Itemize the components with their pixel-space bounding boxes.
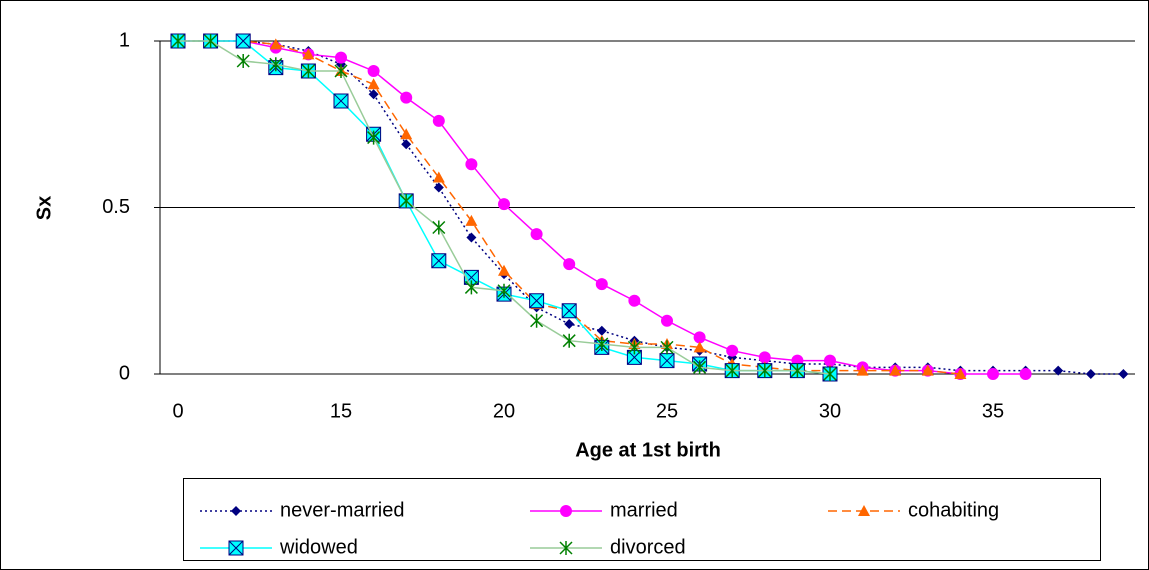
marker — [921, 364, 934, 376]
legend-marker — [231, 506, 241, 516]
marker — [660, 340, 674, 355]
marker — [204, 34, 218, 48]
x-tick-label: 35 — [982, 400, 1004, 422]
marker — [530, 313, 544, 328]
marker — [236, 53, 250, 68]
marker — [335, 51, 347, 64]
marker — [401, 139, 412, 150]
legend-marker — [228, 540, 244, 556]
marker — [693, 331, 706, 344]
marker — [171, 34, 185, 48]
marker — [432, 220, 446, 235]
marker — [561, 303, 577, 319]
marker — [367, 130, 381, 145]
marker — [1118, 369, 1129, 379]
marker — [595, 337, 609, 352]
marker — [564, 319, 575, 330]
marker — [235, 33, 251, 49]
legend-marker — [559, 541, 573, 555]
marker — [1085, 369, 1096, 379]
marker — [856, 364, 869, 376]
marker — [465, 214, 478, 226]
marker — [661, 314, 673, 327]
marker — [530, 228, 543, 241]
y-tick-label: 0.5 — [102, 196, 130, 218]
marker — [758, 363, 772, 378]
marker — [628, 294, 641, 307]
marker — [301, 63, 315, 78]
marker — [823, 367, 837, 381]
x-tick-label: 15 — [330, 400, 352, 422]
y-tick-label: 0 — [119, 362, 130, 384]
marker — [432, 171, 445, 183]
legend-label: divorced — [610, 536, 686, 558]
marker — [758, 351, 771, 364]
marker — [269, 38, 282, 50]
marker — [433, 182, 444, 193]
marker — [400, 91, 413, 104]
marker — [693, 360, 707, 375]
marker — [529, 293, 545, 309]
legend-box — [183, 478, 1101, 561]
marker — [431, 253, 447, 269]
x-tick-label: 25 — [656, 400, 678, 422]
marker — [334, 63, 348, 78]
legend-label: married — [610, 499, 678, 521]
y-axis-title: Sx — [33, 196, 55, 220]
marker — [497, 283, 511, 298]
marker — [400, 128, 413, 140]
legend-label: widowed — [279, 536, 358, 558]
marker — [790, 363, 804, 378]
marker — [333, 93, 349, 109]
marker — [399, 193, 413, 208]
legend-label: never-married — [280, 499, 404, 521]
legend-marker — [858, 505, 870, 516]
marker — [824, 354, 836, 367]
marker — [465, 158, 478, 171]
marker — [659, 353, 675, 369]
legend-label: cohabiting — [908, 499, 999, 521]
marker — [725, 363, 739, 378]
x-tick-label: 30 — [819, 400, 841, 422]
marker — [466, 232, 477, 243]
marker — [368, 89, 379, 100]
marker — [367, 64, 380, 77]
marker — [693, 341, 706, 353]
x-tick-label: 20 — [493, 400, 515, 422]
marker — [269, 57, 283, 72]
marker — [432, 114, 445, 127]
marker — [596, 325, 607, 336]
marker — [987, 368, 999, 380]
marker — [595, 278, 608, 291]
x-tick-label: 0 — [172, 400, 183, 422]
marker — [1019, 368, 1032, 380]
marker — [954, 368, 967, 379]
marker — [562, 333, 576, 348]
marker — [464, 280, 478, 295]
marker — [1053, 365, 1064, 376]
y-tick-label: 1 — [119, 29, 130, 51]
marker — [498, 264, 510, 276]
marker — [302, 48, 315, 60]
marker — [726, 344, 739, 357]
marker — [627, 340, 641, 355]
marker — [889, 364, 902, 376]
marker — [367, 78, 380, 90]
marker — [563, 258, 576, 271]
legend-marker — [560, 505, 572, 517]
x-axis-title: Age at 1st birth — [575, 439, 721, 461]
marker — [498, 198, 510, 211]
